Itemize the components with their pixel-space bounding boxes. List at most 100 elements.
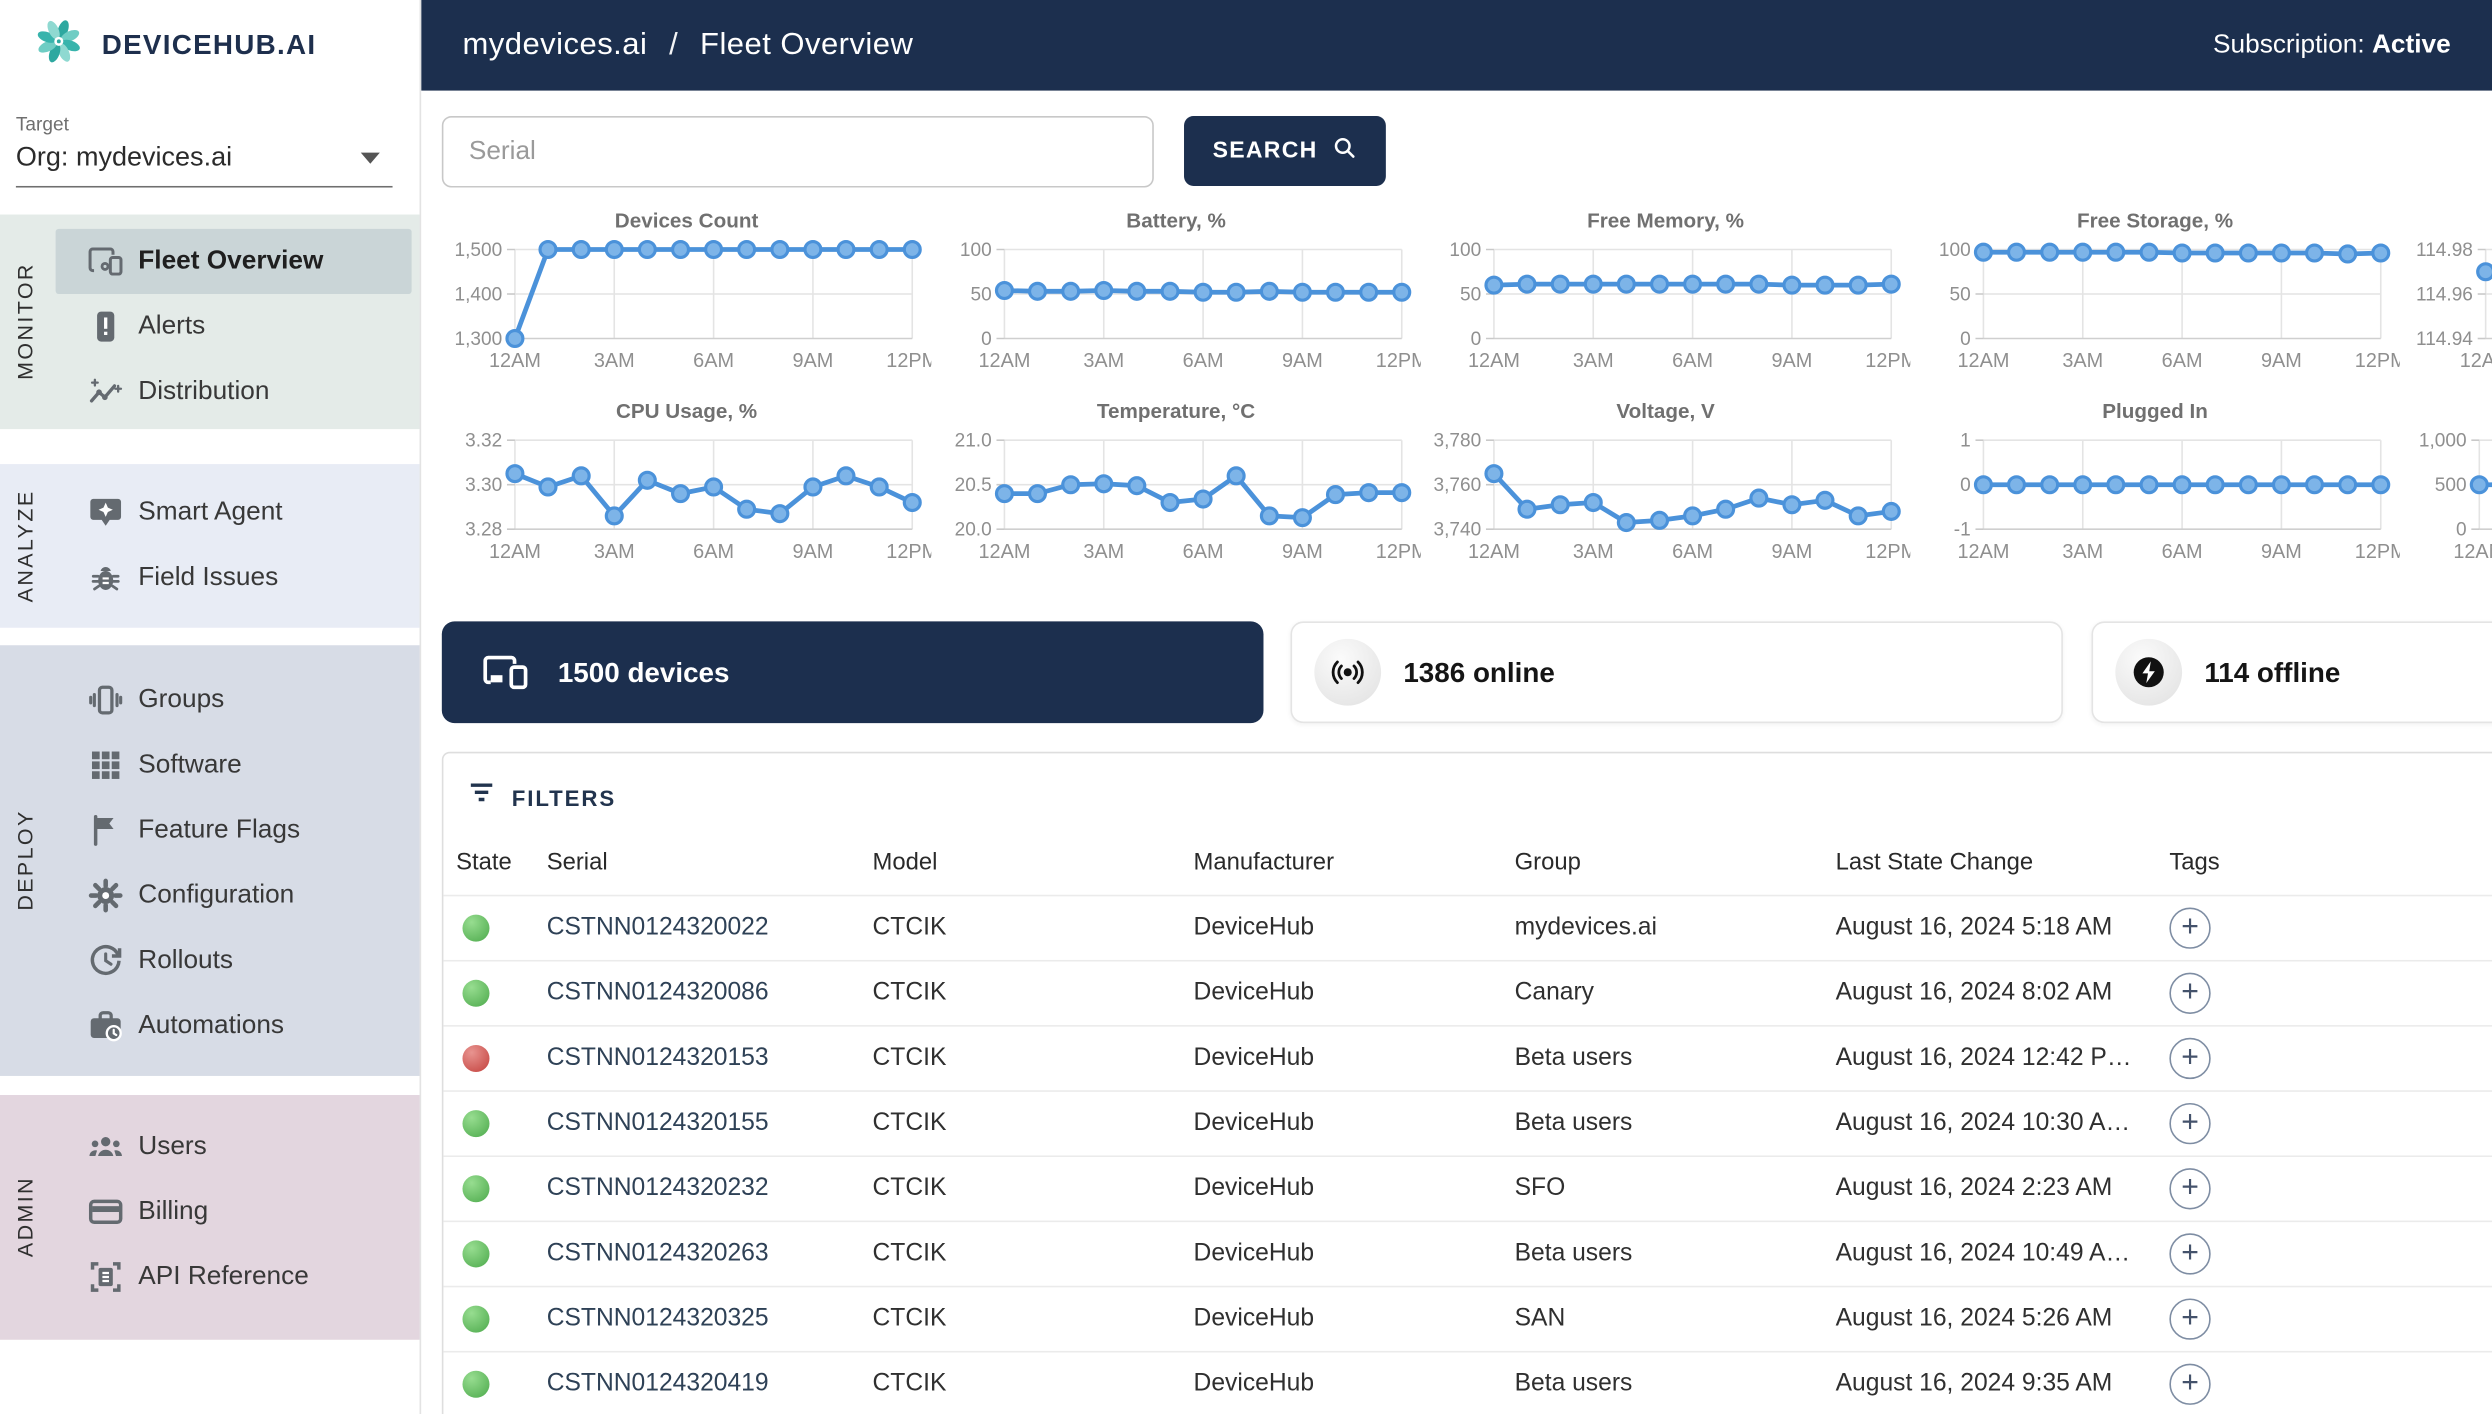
table-row[interactable]: CSTNN0124320232 CTCIK DeviceHub SFO August 1… [443,1155,2492,1220]
offline-icon [2115,638,2183,706]
sidebar-item-smart-agent[interactable]: Smart Agent [56,480,412,545]
filters-toggle[interactable]: FILTERS [443,753,650,815]
table-row[interactable]: CSTNN0124320325 CTCIK DeviceHub SAN August 1… [443,1285,2492,1351]
sidebar-item-feature-flags[interactable]: Feature Flags [56,798,412,863]
sidebar-item-software[interactable]: Software [56,733,412,798]
svg-text:12AM: 12AM [978,541,1030,563]
sidebar-item-label: Configuration [138,880,295,910]
add-tag-button[interactable]: + [2169,1102,2211,1145]
target-value: Org: mydevices.ai [15,141,233,172]
add-tag-button[interactable]: + [2169,1298,2211,1340]
svg-text:6AM: 6AM [693,541,734,563]
cell-last-state-change: August 16, 2024 8:02 AM [1835,978,2113,1007]
cell-serial[interactable]: CSTNN0124320263 [546,1239,769,1267]
state-dot-online [462,1110,490,1138]
sidebar-item-configuration[interactable]: Configuration [56,863,412,928]
svg-text:12AM: 12AM [1468,541,1520,563]
table-row[interactable]: CSTNN0124320263 CTCIK DeviceHub Beta users A… [443,1220,2492,1286]
svg-text:12PM: 12PM [1376,541,1421,563]
add-tag-button[interactable]: + [2169,1363,2211,1405]
cell-serial[interactable]: CSTNN0124320155 [546,1109,769,1137]
add-tag-button[interactable]: + [2169,972,2211,1014]
add-tag-button[interactable]: + [2169,1037,2211,1080]
sidebar-section-label-analyze: ANALYZE [13,489,38,603]
top-header: mydevices.ai / Fleet Overview Subscripti… [421,0,2492,91]
cell-group: SFO [1514,1174,1566,1202]
cell-group: mydevices.ai [1514,913,1657,941]
sidebar-item-fleet-overview[interactable]: Fleet Overview [55,228,412,295]
rollouts-icon [87,942,124,979]
summary-card-114-offline: 114 offline [2091,621,2492,724]
field-issues-icon [87,559,124,596]
sidebar-item-distribution[interactable]: Distribution [56,359,412,424]
add-tag-button[interactable]: + [2169,1233,2211,1275]
chart-title: CPU Usage, % [615,398,758,423]
table-row[interactable]: CSTNN0124320022 CTCIK DeviceHub mydevices.a… [443,894,2492,960]
sidebar-item-groups[interactable]: Groups [56,667,412,732]
state-dot-online [462,1240,490,1268]
filter-icon [467,779,496,816]
add-tag-button[interactable]: + [2169,907,2211,949]
column-header-model: Model [872,848,938,876]
chart-title: Free Storage, % [2076,208,2234,233]
subscription-status: Subscription: Active [2213,30,2451,59]
sidebar-section-analyze: ANALYZE Smart Agent Field Issues [0,464,420,628]
cell-manufacturer: DeviceHub [1193,1044,1315,1072]
table-row[interactable]: CSTNN0124320155 CTCIK DeviceHub Beta users A… [443,1090,2492,1155]
state-dot-online [462,1305,490,1333]
cell-serial[interactable]: CSTNN0124320232 [546,1174,769,1202]
serial-search-input[interactable] [441,116,1154,188]
svg-text:3,740: 3,740 [1434,520,1482,541]
cell-serial[interactable]: CSTNN0124320419 [546,1369,769,1397]
svg-text:50: 50 [1949,284,1970,305]
sidebar-item-automations[interactable]: Automations [56,993,412,1058]
cell-serial[interactable]: CSTNN0124320086 [546,978,769,1007]
cell-serial[interactable]: CSTNN0124320153 [546,1044,769,1072]
chart-title [2400,399,2492,424]
sidebar-item-label: API Reference [138,1261,309,1291]
svg-text:12AM: 12AM [1468,350,1520,372]
svg-text:12AM: 12AM [978,350,1030,372]
svg-text:6AM: 6AM [1672,350,1713,372]
sidebar-item-users[interactable]: Users [56,1114,412,1179]
sidebar-item-field-issues[interactable]: Field Issues [56,545,412,610]
svg-text:12PM: 12PM [1865,541,1910,563]
target-select[interactable]: Target Org: mydevices.ai [15,113,393,188]
cell-last-state-change: August 16, 2024 10:30 A… [1835,1109,2131,1137]
search-icon [1332,135,1357,167]
chart-title: Plugged In [2102,398,2208,423]
table-row[interactable]: CSTNN0124320153 CTCIK DeviceHub Beta users A… [443,1025,2492,1090]
add-tag-button[interactable]: + [2169,1168,2211,1210]
breadcrumb: mydevices.ai / Fleet Overview [462,27,913,64]
sidebar-section-label-deploy: DEPLOY [13,809,38,912]
breadcrumb-org: mydevices.ai [462,27,648,62]
sidebar-section-label-monitor: MONITOR [13,263,38,381]
cell-manufacturer: DeviceHub [1193,1304,1315,1332]
svg-text:0: 0 [1960,475,1971,496]
sidebar-section-admin: ADMIN Users Billing API Reference [0,1095,420,1340]
search-button-label: SEARCH [1212,138,1318,164]
svg-text:114.94: 114.94 [2416,329,2473,350]
sidebar-item-rollouts[interactable]: Rollouts [56,928,412,993]
svg-text:1,500: 1,500 [455,240,503,261]
svg-text:12PM: 12PM [2355,541,2400,563]
alerts-icon [87,308,124,345]
sidebar-section-monitor: MONITOR Fleet Overview Alerts Distribution [0,214,420,430]
svg-text:9AM: 9AM [1771,350,1812,372]
cell-model: CTCIK [872,1369,947,1397]
column-header-last-state-change: Last State Change [1835,848,2034,876]
sidebar-item-api-reference[interactable]: API Reference [56,1244,412,1309]
search-button[interactable]: SEARCH [1184,116,1386,186]
table-row[interactable]: CSTNN0124320419 CTCIK DeviceHub Beta users A… [443,1350,2492,1414]
cell-last-state-change: August 16, 2024 9:35 AM [1835,1369,2113,1397]
table-row[interactable]: CSTNN0124320086 CTCIK DeviceHub Canary Augus… [443,959,2492,1025]
svg-text:12AM: 12AM [1957,350,2009,372]
cell-serial[interactable]: CSTNN0124320325 [546,1304,769,1332]
sidebar-item-alerts[interactable]: Alerts [56,294,412,359]
cell-serial[interactable]: CSTNN0124320022 [546,913,769,941]
column-header-state: State [456,848,512,876]
sidebar-item-billing[interactable]: Billing [56,1179,412,1244]
